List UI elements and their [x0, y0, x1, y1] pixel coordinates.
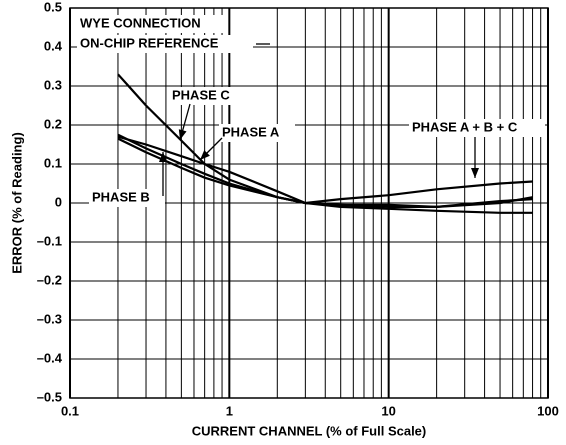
label-background [169, 87, 245, 105]
arrowhead [471, 168, 479, 178]
x-axis-label: CURRENT CHANNEL (% of Full Scale) [192, 423, 427, 438]
y-tick-label: 0.4 [44, 38, 63, 53]
x-tick-label: 100 [537, 403, 559, 418]
label-background [89, 189, 165, 207]
y-axis-label: ERROR (% of Reading) [9, 132, 24, 274]
label-background [77, 35, 253, 53]
annotation: PHASE B [92, 189, 150, 204]
x-tick-label: 1 [226, 403, 233, 418]
annotation: WYE CONNECTION [80, 15, 201, 30]
series-line [117, 133, 533, 208]
annotation: PHASE A [222, 124, 280, 139]
arrowhead [178, 129, 187, 140]
label-background [219, 124, 295, 142]
annotation: PHASE C [172, 87, 230, 102]
x-tick-label: 0.1 [61, 403, 79, 418]
y-tick-label: –0.5 [37, 389, 62, 404]
annotation: ON-CHIP REFERENCE [80, 35, 219, 50]
series-line [117, 135, 533, 205]
plot-frame [69, 7, 549, 399]
arrowhead [159, 152, 167, 162]
y-tick-label: –0.4 [37, 350, 63, 365]
label-background [77, 15, 227, 33]
y-tick-label: –0.3 [37, 311, 62, 326]
label-background [409, 119, 545, 137]
y-tick-label: 0.1 [44, 155, 62, 170]
x-tick-label: 10 [381, 403, 395, 418]
y-tick-label: –0.1 [37, 233, 62, 248]
labels: WYE CONNECTION ON-CHIP REFERENCE PHASE C PH… [77, 15, 545, 207]
y-tick-label: 0.5 [44, 0, 62, 14]
grid: –0.5 –0.4 –0.3 –0.2 –0.1 0 0.1 0.2 0.3 0.4 0.5 0.1 1… [37, 0, 559, 418]
y-tick-label: 0.2 [44, 116, 62, 131]
y-tick-label: 0 [55, 194, 62, 209]
annotation: PHASE A + B + C [412, 119, 518, 134]
y-tick-label: 0.3 [44, 77, 62, 92]
y-tick-label: –0.2 [37, 272, 62, 287]
arrowhead [200, 150, 210, 160]
curves [117, 73, 533, 214]
